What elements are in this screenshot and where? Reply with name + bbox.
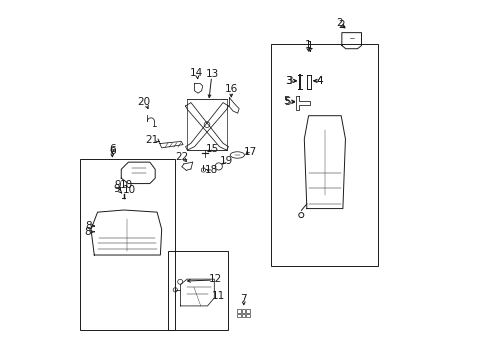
- Text: 19: 19: [220, 156, 233, 166]
- Text: 16: 16: [224, 84, 238, 94]
- Text: 3: 3: [284, 76, 291, 86]
- Text: 13: 13: [205, 69, 219, 79]
- Text: 10: 10: [119, 180, 132, 190]
- Bar: [237, 309, 241, 313]
- Text: 4: 4: [316, 76, 322, 86]
- Text: 2: 2: [338, 19, 344, 30]
- Bar: [271, 44, 378, 266]
- Text: 1: 1: [306, 41, 313, 51]
- Text: 3: 3: [285, 76, 292, 86]
- Bar: [237, 314, 241, 317]
- Text: 1: 1: [304, 40, 311, 50]
- Text: 8: 8: [85, 221, 92, 231]
- Text: 5: 5: [284, 97, 290, 107]
- Bar: [245, 309, 249, 313]
- Text: 14: 14: [189, 68, 203, 78]
- Text: 20: 20: [137, 97, 150, 107]
- Text: 9: 9: [113, 184, 120, 194]
- Text: 4: 4: [316, 76, 323, 86]
- Text: 6: 6: [109, 144, 115, 154]
- Text: 15: 15: [205, 144, 219, 154]
- Text: 17: 17: [243, 147, 256, 157]
- Text: 6: 6: [109, 146, 115, 156]
- Text: 5: 5: [283, 96, 289, 107]
- Text: 8: 8: [84, 227, 91, 237]
- Text: 21: 21: [145, 135, 158, 145]
- Bar: [80, 158, 175, 330]
- Text: 2: 2: [335, 18, 342, 28]
- Text: 18: 18: [204, 165, 218, 175]
- Text: 9: 9: [114, 180, 121, 190]
- Bar: [167, 251, 228, 330]
- Text: 22: 22: [175, 152, 188, 162]
- Bar: [241, 309, 245, 313]
- Text: 7: 7: [240, 294, 246, 303]
- Text: 12: 12: [209, 274, 222, 284]
- Bar: [245, 314, 249, 317]
- Text: 10: 10: [122, 185, 136, 195]
- Bar: [241, 314, 245, 317]
- Text: 11: 11: [212, 291, 225, 301]
